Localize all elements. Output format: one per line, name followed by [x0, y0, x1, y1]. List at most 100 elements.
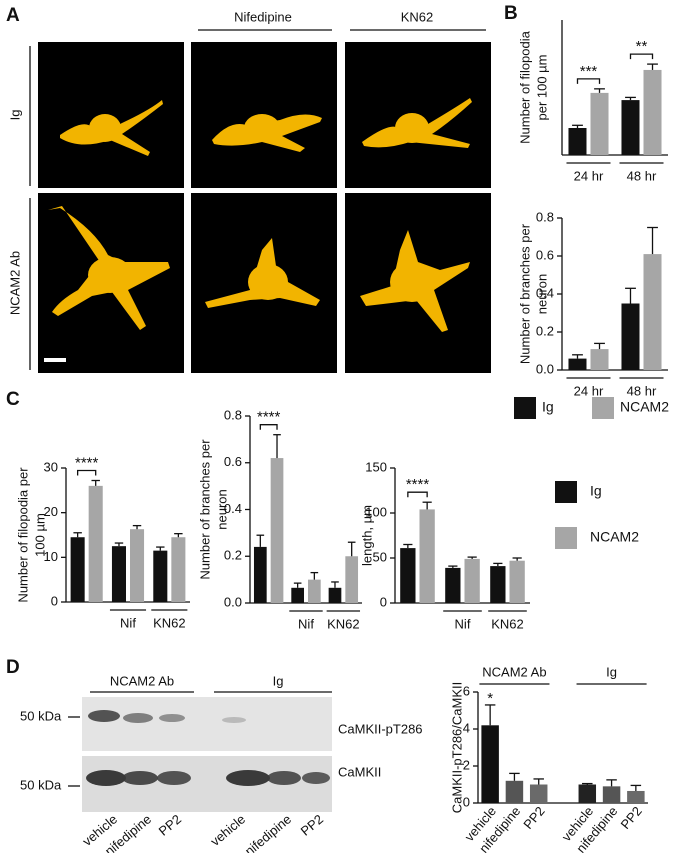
x-category-label: 48 hr: [627, 383, 657, 398]
lane-label: vehicle: [207, 811, 248, 849]
y-tick-label: 0: [380, 594, 387, 609]
legend-label: Ig: [590, 483, 602, 499]
band-label: CaMKII-pT286: [338, 721, 423, 736]
y-axis-label: Number of branches per: [197, 439, 212, 580]
x-category-label: KN62: [491, 616, 524, 631]
bar: [130, 529, 145, 602]
bar: [568, 358, 587, 370]
bar: [509, 560, 525, 603]
bar: [621, 100, 640, 155]
x-category-label: Nif: [455, 616, 471, 631]
legend-label: NCAM2: [590, 529, 639, 545]
significance-bracket: [407, 491, 428, 498]
bar: [270, 458, 284, 603]
bar: [578, 784, 597, 803]
y-tick-label: 2: [463, 757, 470, 772]
x-category-label: 24 hr: [574, 383, 604, 398]
y-axis-label: CaMKII-pT286/CaMKII: [449, 682, 464, 814]
bar: [627, 790, 645, 803]
panel-label: D: [6, 657, 20, 678]
panel-label: B: [504, 3, 518, 24]
blot-group-label: NCAM2 Ab: [110, 673, 174, 688]
y-tick-label: 4: [463, 720, 470, 735]
bar: [171, 537, 186, 602]
bar: [643, 69, 662, 155]
y-tick-label: 20: [44, 504, 58, 519]
legend-swatch: [514, 397, 536, 419]
bar: [568, 128, 587, 155]
blot-image: [82, 697, 332, 751]
x-category-label: KN62: [153, 615, 186, 630]
bar: [153, 550, 168, 602]
bar: [445, 567, 461, 603]
legend-swatch: [592, 397, 614, 419]
x-category-label: KN62: [327, 616, 360, 631]
band-label: CaMKII: [338, 764, 381, 779]
x-category-label: 48 hr: [627, 168, 657, 183]
y-tick-label: 0.6: [536, 247, 554, 262]
y-tick-label: 0.8: [536, 209, 554, 224]
y-tick-label: 0.0: [224, 594, 242, 609]
blot-group-label: Ig: [273, 673, 284, 688]
y-tick-label: 50: [373, 549, 387, 564]
size-marker: 50 kDa: [20, 777, 62, 792]
lane-label: PP2: [298, 811, 326, 838]
group-label: Ig: [606, 664, 617, 679]
y-tick-label: 0.2: [224, 548, 242, 563]
bar: [70, 537, 85, 602]
y-axis-label: neuron: [214, 489, 229, 529]
bar: [590, 92, 609, 155]
y-tick-label: 0.2: [536, 323, 554, 338]
y-tick-label: 100: [365, 504, 387, 519]
y-tick-label: 0: [51, 593, 58, 608]
bar: [253, 546, 267, 603]
significance-bracket: [629, 53, 654, 60]
bar: [419, 509, 435, 603]
neuron: [60, 100, 163, 156]
bar: [464, 558, 480, 603]
x-category-label: 24 hr: [574, 168, 604, 183]
y-axis-label: 100 µm: [32, 513, 47, 557]
x-category-label: PP2: [617, 803, 644, 831]
x-category-label: Nif: [298, 616, 314, 631]
x-category-label: Nif: [120, 615, 136, 630]
neuron: [362, 98, 472, 148]
lane-label: PP2: [156, 811, 184, 838]
y-tick-label: 0.0: [536, 361, 554, 376]
y-tick-label: 0: [463, 794, 470, 809]
significance-bracket: [259, 424, 278, 430]
y-tick-label: 6: [463, 683, 470, 698]
micrograph-grid: [38, 42, 491, 373]
y-axis-label: neuron: [534, 274, 549, 314]
legend-label: Ig: [542, 399, 554, 415]
lane-label: nifedipine: [242, 811, 294, 853]
size-marker: 50 kDa: [20, 708, 62, 723]
significance-label: ***: [580, 63, 598, 80]
significance-label: ****: [257, 409, 281, 426]
y-tick-label: 150: [365, 459, 387, 474]
y-axis-label: length, µm: [359, 505, 374, 566]
y-axis-label: Number of filopodia per: [15, 467, 30, 603]
bar: [590, 349, 609, 370]
column-label: KN62: [401, 9, 434, 24]
micrograph: [38, 42, 184, 188]
column-label: Nifedipine: [234, 9, 292, 24]
bar: [328, 587, 342, 603]
neuron: [44, 206, 170, 362]
y-tick-label: 0.4: [224, 501, 242, 516]
significance-label: ****: [75, 454, 99, 471]
legend-swatch: [555, 527, 577, 549]
significance-label: **: [636, 38, 648, 55]
significance-label: ****: [406, 476, 430, 493]
y-axis-label: Number of filopodia: [517, 30, 532, 143]
y-axis-label: per 100 µm: [534, 54, 549, 120]
row-label: Ig: [7, 110, 22, 121]
neuron: [360, 230, 470, 332]
panel-label: A: [6, 5, 20, 26]
blot-image: [82, 756, 332, 812]
panel-label: C: [6, 389, 20, 410]
neuron: [212, 114, 322, 152]
significance-label: *: [487, 690, 493, 707]
bar: [88, 485, 103, 602]
bar: [505, 780, 524, 803]
